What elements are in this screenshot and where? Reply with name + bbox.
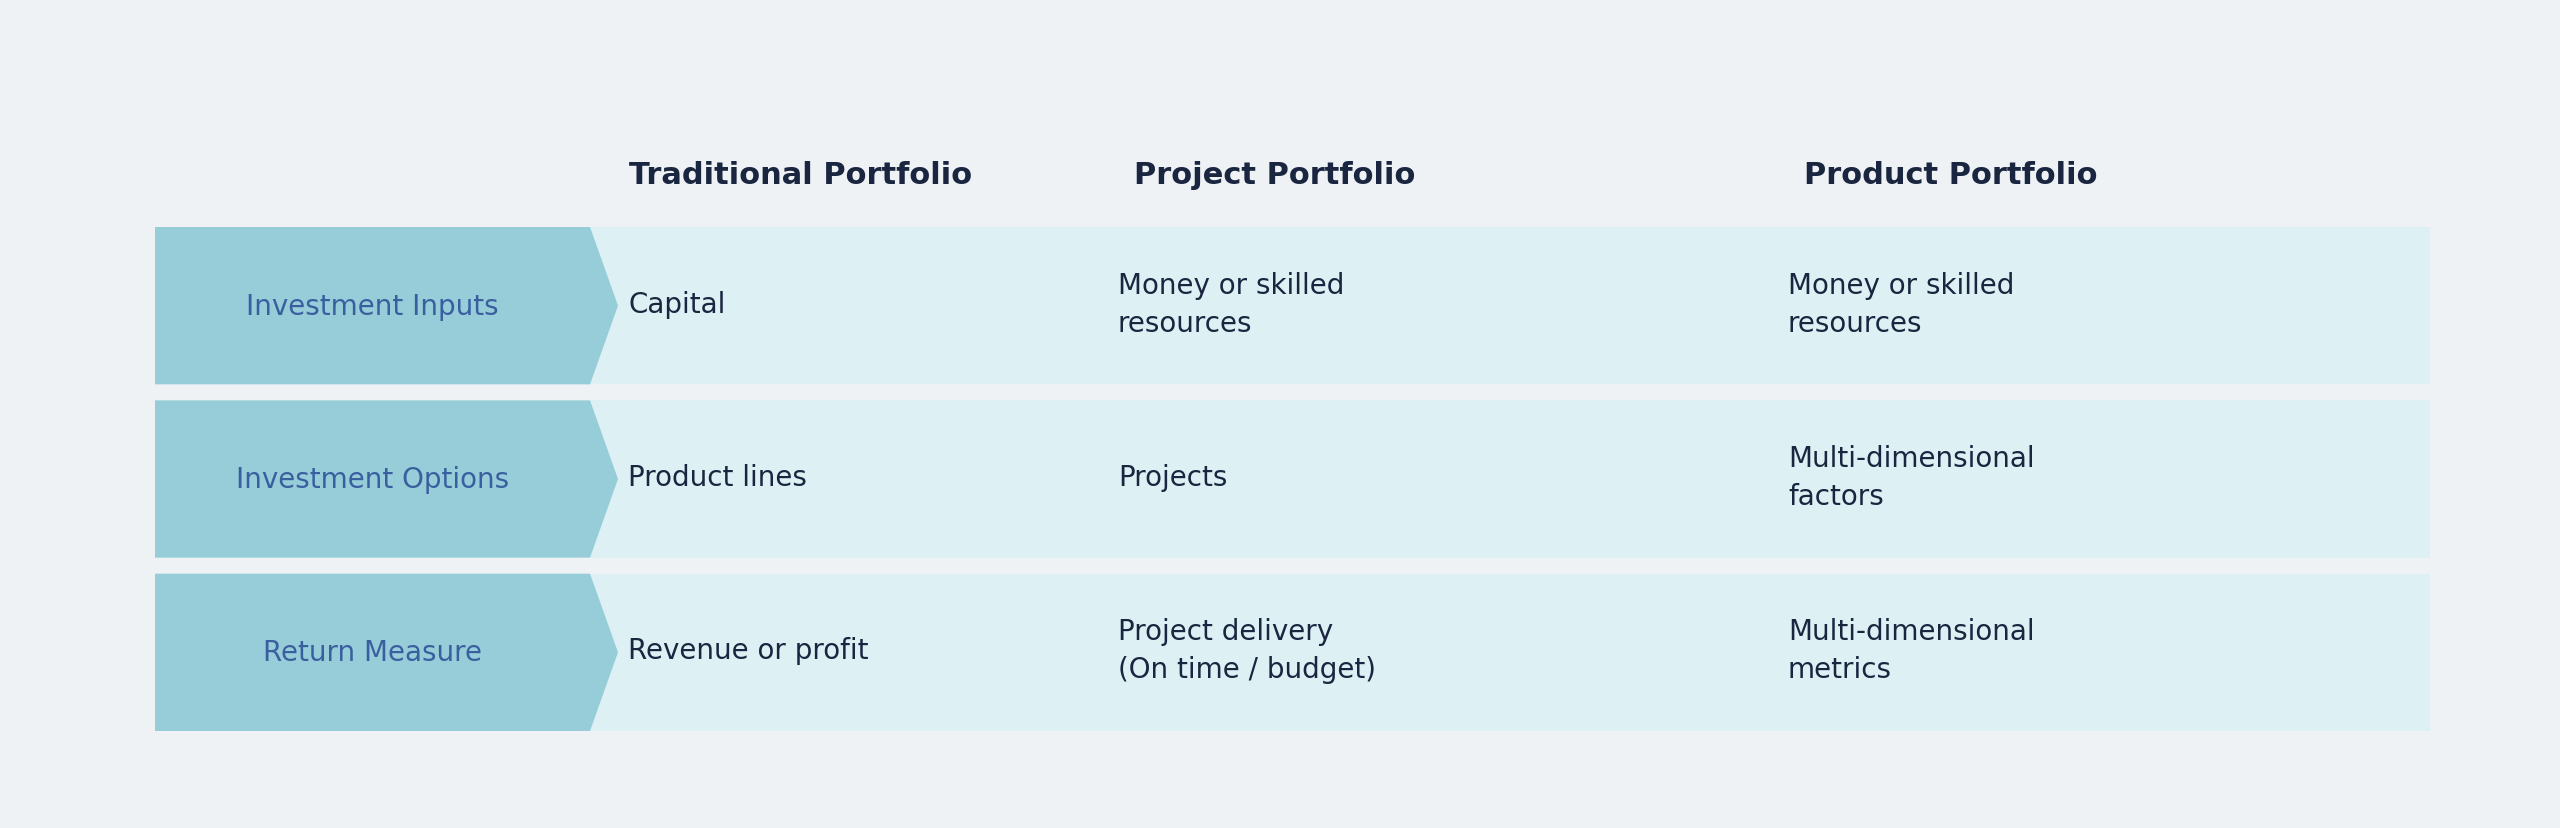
- Polygon shape: [156, 228, 617, 385]
- FancyBboxPatch shape: [589, 574, 2429, 731]
- Text: Money or skilled
resources: Money or skilled resources: [1787, 272, 2015, 337]
- Text: Capital: Capital: [627, 291, 724, 318]
- Text: Money or skilled
resources: Money or skilled resources: [1119, 272, 1344, 337]
- Text: Project Portfolio: Project Portfolio: [1134, 161, 1416, 190]
- Text: Investment Options: Investment Options: [236, 465, 509, 493]
- Text: Return Measure: Return Measure: [264, 638, 481, 667]
- Text: Investment Inputs: Investment Inputs: [246, 292, 499, 320]
- Text: Product Portfolio: Product Portfolio: [1805, 161, 2097, 190]
- Text: Project delivery
(On time / budget): Project delivery (On time / budget): [1119, 618, 1377, 683]
- Text: Revenue or profit: Revenue or profit: [627, 637, 868, 665]
- Text: Product lines: Product lines: [627, 464, 806, 491]
- Polygon shape: [156, 401, 617, 558]
- Text: Multi-dimensional
metrics: Multi-dimensional metrics: [1787, 618, 2035, 683]
- Text: Traditional Portfolio: Traditional Portfolio: [630, 161, 973, 190]
- FancyBboxPatch shape: [589, 401, 2429, 558]
- Polygon shape: [156, 574, 617, 731]
- Text: Projects: Projects: [1119, 464, 1226, 491]
- FancyBboxPatch shape: [589, 228, 2429, 385]
- Text: Multi-dimensional
factors: Multi-dimensional factors: [1787, 445, 2035, 510]
